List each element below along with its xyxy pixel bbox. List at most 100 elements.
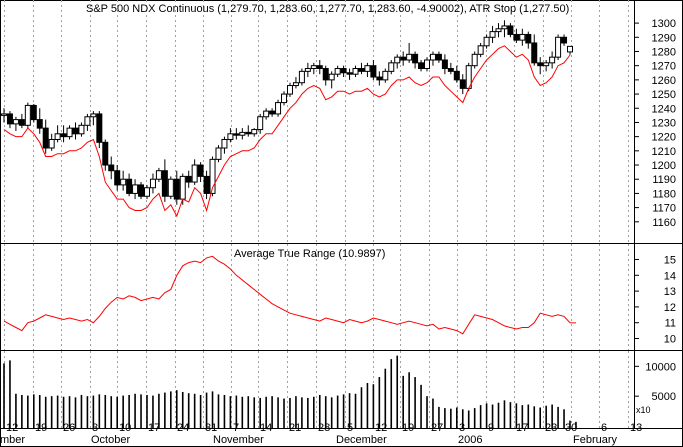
candle-body-81 xyxy=(483,36,490,47)
candle-76 xyxy=(453,65,460,83)
candle-84 xyxy=(501,20,508,38)
candle-body-51 xyxy=(304,68,311,72)
x-axis-label-18: 19 xyxy=(402,422,414,434)
candle-body-55 xyxy=(328,73,335,81)
candle-78 xyxy=(465,62,472,92)
candle-6 xyxy=(36,108,43,134)
candle-77 xyxy=(459,74,466,95)
atr-stop-line xyxy=(3,45,571,218)
candle-body-10 xyxy=(60,133,67,138)
candle-35 xyxy=(209,156,216,197)
x-axis-label-15: December xyxy=(336,434,387,446)
candle-28 xyxy=(167,176,174,200)
candle-body-45 xyxy=(269,110,276,115)
candle-53 xyxy=(316,60,323,75)
candle-33 xyxy=(197,162,204,183)
candle-47 xyxy=(281,91,288,106)
x-axis-label-20: 3 xyxy=(459,422,465,434)
candle-64 xyxy=(382,68,389,83)
candle-body-14 xyxy=(84,116,91,126)
candle-body-70 xyxy=(418,62,425,70)
candle-43 xyxy=(257,113,264,134)
candle-1 xyxy=(6,111,13,129)
volume-panel xyxy=(3,355,577,428)
candle-body-46 xyxy=(275,102,282,115)
x-axis-label-2: 19 xyxy=(35,422,47,434)
candle-95 xyxy=(567,45,573,55)
candle-body-47 xyxy=(281,93,288,104)
candle-body-26 xyxy=(155,170,162,180)
x-axis-label-19: 27 xyxy=(431,422,443,434)
candle-body-76 xyxy=(453,70,460,81)
candle-body-64 xyxy=(382,70,389,81)
candle-49 xyxy=(292,77,299,89)
candle-body-28 xyxy=(167,178,174,197)
price-tick-label-1220: 1220 xyxy=(652,132,676,144)
atr-tick-label-13: 13 xyxy=(664,286,676,298)
x-axis-label-6: 10 xyxy=(119,422,131,434)
y-axis-layer: 1160117011801190120012101220123012401250… xyxy=(634,18,676,403)
x-axis-label-22: 9 xyxy=(488,422,494,434)
x-axis-label-21: 2006 xyxy=(458,434,482,446)
price-tick-label-1160: 1160 xyxy=(652,217,676,229)
candle-body-44 xyxy=(263,110,270,118)
candle-body-74 xyxy=(441,59,448,70)
candle-body-50 xyxy=(298,70,305,84)
candle-body-23 xyxy=(138,184,145,197)
candle-body-92 xyxy=(549,56,556,64)
candle-7 xyxy=(42,119,49,154)
x-axis-label-17: 12 xyxy=(375,422,387,434)
candle-21 xyxy=(126,173,133,197)
candle-41 xyxy=(245,125,252,137)
candle-71 xyxy=(424,57,431,72)
candle-body-58 xyxy=(346,72,353,75)
candle-body-22 xyxy=(132,184,139,194)
candle-body-38 xyxy=(227,133,234,140)
x-axis-label-28: 13 xyxy=(630,422,642,434)
atr-tick-label-11: 11 xyxy=(665,318,676,330)
candle-40 xyxy=(239,128,246,140)
candle-92 xyxy=(549,51,556,69)
candle-body-59 xyxy=(352,68,359,75)
candle-body-11 xyxy=(66,127,73,138)
atr-chart-title: Average True Range (10.9897) xyxy=(234,248,385,260)
atr-tick-label-10: 10 xyxy=(664,334,676,346)
candle-body-40 xyxy=(239,131,246,136)
price-tick-label-1300: 1300 xyxy=(652,18,676,30)
candle-body-9 xyxy=(54,133,61,140)
candle-38 xyxy=(227,128,234,143)
candle-80 xyxy=(477,42,484,58)
x-axis-label-3: 26 xyxy=(63,422,75,434)
candle-31 xyxy=(185,170,192,188)
candle-body-82 xyxy=(489,31,496,38)
price-tick-label-1240: 1240 xyxy=(652,103,676,115)
candle-body-4 xyxy=(24,104,31,126)
candle-body-6 xyxy=(36,119,43,129)
candle-68 xyxy=(406,42,413,63)
candle-body-83 xyxy=(495,28,502,33)
atr-tick-label-15: 15 xyxy=(664,254,676,266)
x-axis-label-25: 30 xyxy=(565,422,577,434)
x-axis-label-16: 5 xyxy=(347,422,353,434)
candle-body-24 xyxy=(143,187,150,197)
candle-83 xyxy=(495,23,502,38)
candle-body-12 xyxy=(72,127,79,135)
candle-body-39 xyxy=(233,133,240,136)
candle-body-94 xyxy=(561,36,568,44)
candle-82 xyxy=(489,25,496,43)
x-axis-label-4: 3 xyxy=(92,422,98,434)
candle-16 xyxy=(96,111,103,148)
price-tick-label-1200: 1200 xyxy=(652,160,676,172)
candle-73 xyxy=(435,51,442,63)
candle-19 xyxy=(114,165,121,191)
price-tick-label-1190: 1190 xyxy=(652,174,676,186)
candle-74 xyxy=(441,54,448,75)
candle-69 xyxy=(412,51,419,69)
candle-body-75 xyxy=(447,68,454,72)
candle-9 xyxy=(54,125,61,143)
candle-body-65 xyxy=(388,62,395,72)
candle-body-18 xyxy=(108,164,115,172)
